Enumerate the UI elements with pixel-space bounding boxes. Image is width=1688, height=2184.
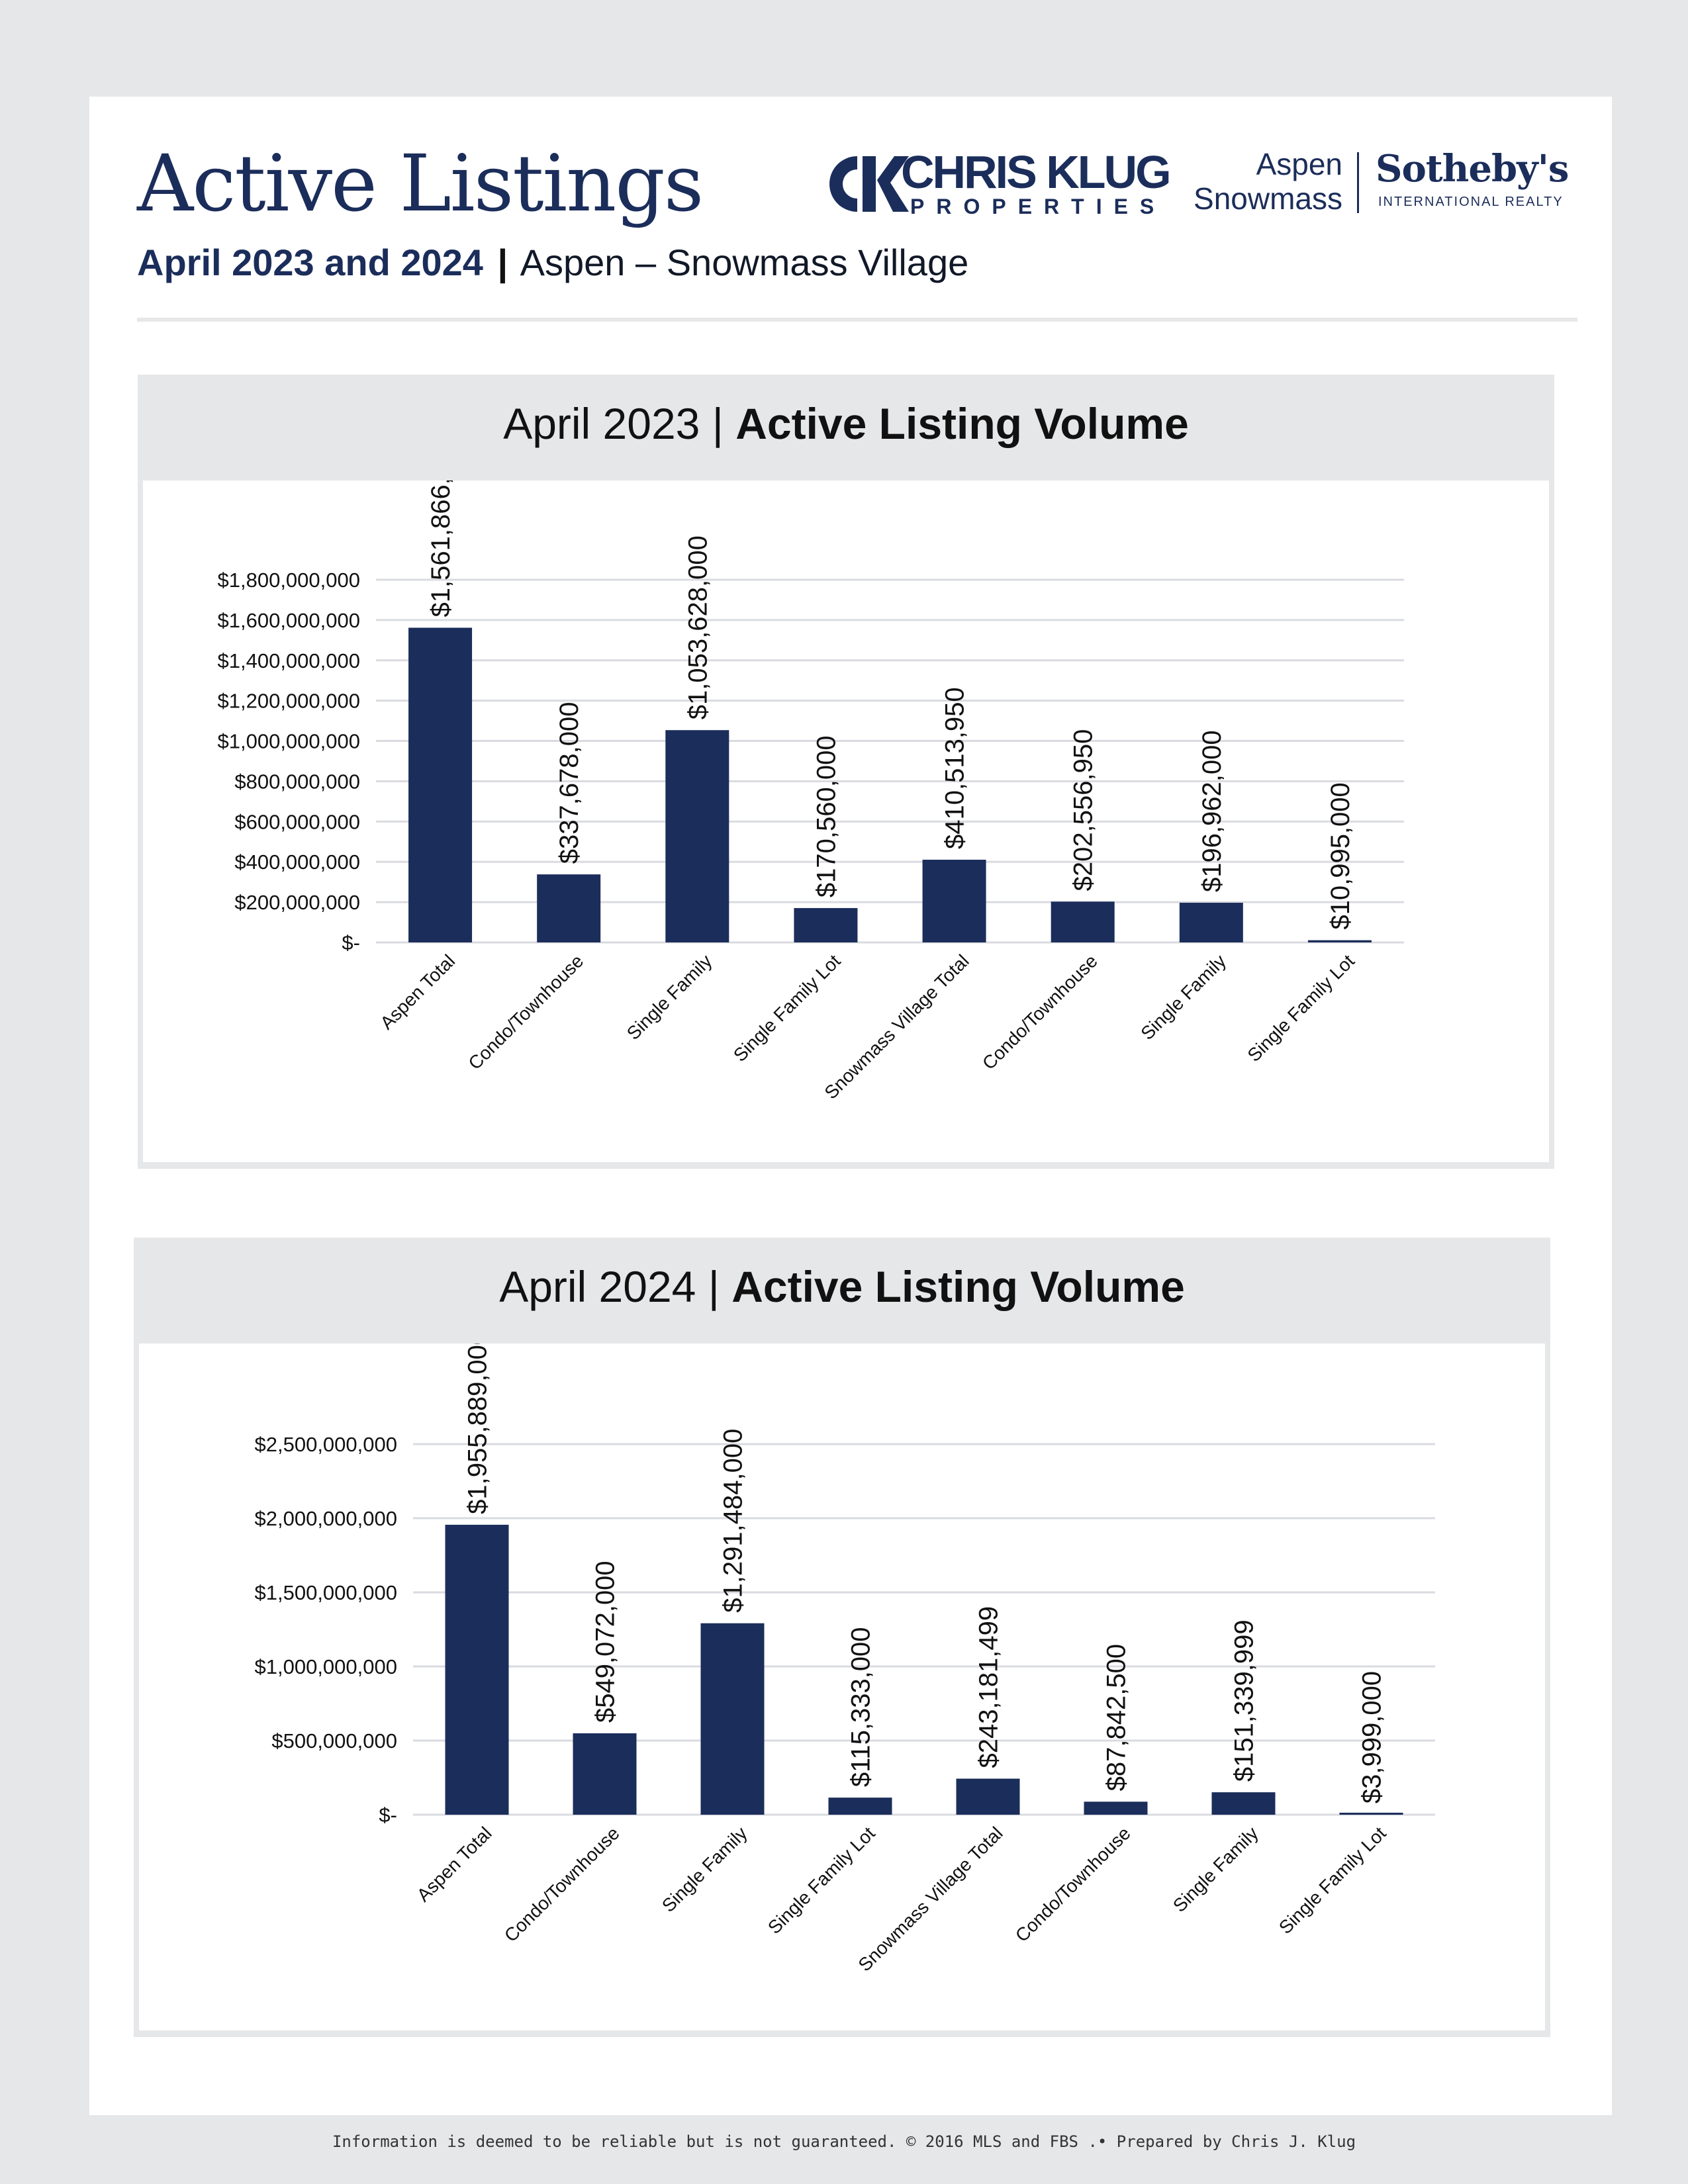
y-tick-label: $800,000,000 [234, 770, 360, 793]
sothebys-city-snowmass: Snowmass [1194, 181, 1342, 216]
bar [1211, 1792, 1276, 1815]
y-tick-label: $400,000,000 [234, 850, 360, 874]
x-category-label: Single Family [623, 950, 716, 1044]
subtitle-place: Aspen – Snowmass Village [520, 242, 969, 283]
bar [1051, 901, 1115, 942]
y-tick-label: $1,400,000,000 [218, 649, 361, 672]
y-tick-label: $1,500,000,000 [255, 1581, 398, 1604]
bar [445, 1524, 509, 1815]
subtitle-separator: | [497, 242, 508, 283]
data-label: $202,556,950 [1069, 729, 1098, 891]
bar-chart-2024: $- $500,000,000 $1,000,000,000 $1,500,000,0… [255, 1343, 1435, 1976]
data-label: $151,339,999 [1230, 1619, 1259, 1782]
x-category-label: Aspen Total [376, 950, 459, 1033]
bar [956, 1778, 1020, 1815]
data-label: $549,072,000 [591, 1561, 620, 1723]
bar [1339, 1813, 1403, 1815]
subtitle-date: April 2023 and 2024 [137, 242, 483, 283]
chart-panel-2023: April 2023 | Active Listing Volume $- $20… [138, 375, 1554, 1169]
data-label: $410,513,950 [941, 687, 970, 849]
y-tick-label: $- [342, 931, 360, 954]
bar [408, 627, 473, 942]
chart-area-2024: $- $500,000,000 $1,000,000,000 $1,500,000,0… [139, 1343, 1545, 2030]
data-label: $1,291,484,000 [719, 1429, 748, 1613]
bar [573, 1733, 637, 1815]
bar [922, 860, 986, 942]
data-label: $243,181,499 [974, 1606, 1004, 1768]
x-category-label: Aspen Total [413, 1823, 496, 1905]
data-label: $1,561,866,000 [426, 480, 455, 617]
y-tick-label: $1,200,000,000 [218, 690, 361, 713]
bar [1307, 940, 1372, 942]
data-label: $337,678,000 [555, 702, 584, 864]
chris-klug-name: CHRIS KLUG [901, 146, 1172, 198]
y-tick-label: $1,000,000,000 [218, 730, 361, 753]
chart-title-2023: April 2023 | Active Listing Volume [138, 398, 1554, 449]
y-tick-label: $600,000,000 [234, 810, 360, 833]
y-tick-label: $1,600,000,000 [218, 609, 361, 632]
y-tick-label: $1,000,000,000 [255, 1655, 398, 1678]
data-label: $1,053,628,000 [683, 535, 712, 719]
bar [1179, 903, 1243, 942]
x-category-label: Condo/Townhouse [464, 950, 587, 1073]
chris-klug-sub: PROPERTIES [910, 195, 1166, 218]
data-label: $3,999,000 [1358, 1671, 1387, 1803]
x-category-label: Single Family Lot [729, 950, 845, 1066]
chart-title-separator: | [712, 399, 724, 448]
y-tick-label: $1,800,000,000 [218, 569, 361, 592]
x-category-label: Single Family Lot [764, 1823, 879, 1938]
bar [537, 874, 601, 942]
x-category-label: Single Family Lot [1275, 1823, 1390, 1938]
x-category-label: Single Family [1169, 1823, 1262, 1916]
x-category-label: Snowmass Village Total [821, 950, 973, 1103]
y-tick-label: $200,000,000 [234, 891, 360, 914]
chris-klug-logo: CHRIS KLUG PROPERTIES [816, 147, 1240, 220]
y-tick-label: $- [379, 1803, 397, 1827]
bar [700, 1623, 765, 1815]
data-label: $170,560,000 [812, 735, 841, 897]
x-category-label: Single Family [658, 1823, 751, 1916]
sothebys-tagline: INTERNATIONAL REALTY [1378, 195, 1564, 209]
sothebys-brand: Sotheby's [1376, 147, 1569, 191]
chart-title-bold: Active Listing Volume [735, 399, 1189, 448]
footer-disclaimer: Information is deemed to be reliable but… [332, 2132, 1356, 2151]
bar [828, 1797, 892, 1815]
data-label: $196,962,000 [1197, 730, 1227, 892]
chart-title-2024: April 2024 | Active Listing Volume [134, 1261, 1550, 1312]
chart-panel-2024: April 2024 | Active Listing Volume $- $50… [134, 1238, 1550, 2037]
sothebys-city: Aspen Snowmass [1194, 147, 1342, 216]
data-label: $87,842,500 [1102, 1644, 1131, 1791]
ck-monogram-icon [829, 156, 909, 212]
page-title: Active Listings [137, 138, 704, 229]
chart-title-separator: | [708, 1262, 720, 1311]
chart-title-bold: Active Listing Volume [731, 1262, 1185, 1311]
header-divider [137, 318, 1577, 322]
x-category-label: Condo/Townhouse [1011, 1823, 1135, 1946]
data-label: $10,995,000 [1326, 782, 1355, 929]
data-label: $115,333,000 [847, 1627, 876, 1787]
x-category-label: Single Family [1137, 950, 1230, 1044]
sothebys-city-aspen: Aspen [1256, 147, 1342, 181]
chart-area-2023: $- $200,000,000 $400,000,000 $600,000,000 $8… [143, 480, 1549, 1162]
page-subtitle: April 2023 and 2024 | Aspen – Snowmass V… [137, 241, 968, 284]
sothebys-logo: Aspen Snowmass Sotheby's INTERNATIONAL R… [1084, 147, 1569, 220]
chart-title-light: April 2023 [503, 399, 700, 448]
y-tick-label: $2,000,000,000 [255, 1507, 398, 1530]
bar-chart-2023: $- $200,000,000 $400,000,000 $600,000,000 $8… [218, 480, 1404, 1103]
data-label: $1,955,889,000 [463, 1343, 492, 1514]
bar [1084, 1801, 1148, 1815]
bar [794, 908, 858, 942]
x-category-label: Single Family Lot [1243, 950, 1358, 1066]
chart-title-light: April 2024 [499, 1262, 696, 1311]
x-category-label: Snowmass Village Total [854, 1823, 1006, 1975]
bar [665, 730, 729, 942]
sothebys-divider [1357, 152, 1359, 213]
x-category-label: Condo/Townhouse [500, 1823, 624, 1946]
x-category-label: Condo/Townhouse [978, 950, 1102, 1073]
y-tick-label: $500,000,000 [271, 1729, 397, 1752]
y-tick-label: $2,500,000,000 [255, 1433, 398, 1456]
